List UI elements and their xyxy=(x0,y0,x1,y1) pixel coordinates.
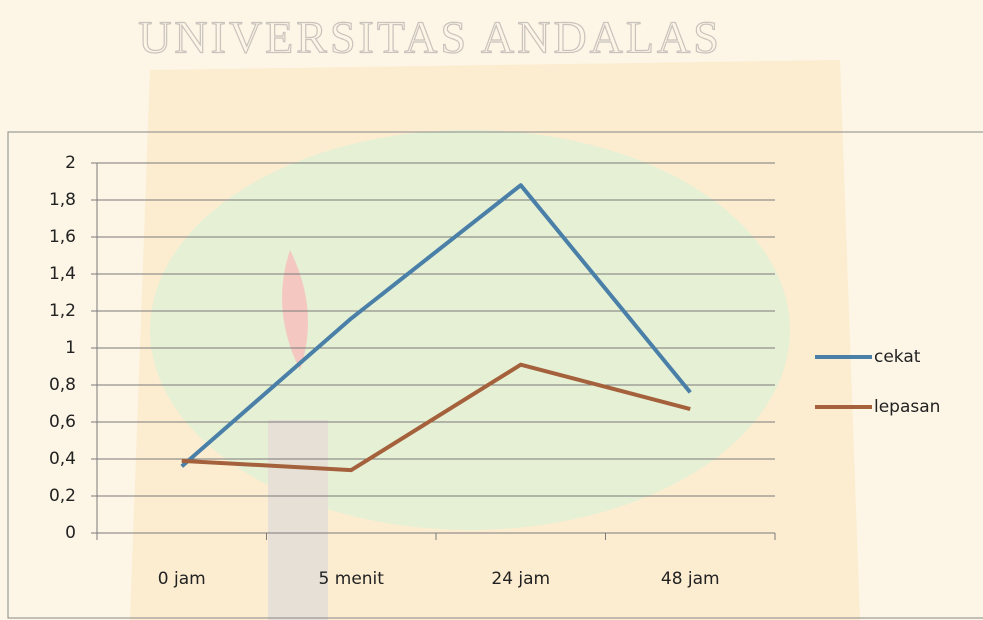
x-tick-label: 48 jam xyxy=(661,569,720,589)
y-tick-label: 1,8 xyxy=(49,190,76,210)
line-series xyxy=(181,362,691,473)
y-tick-label: 0,2 xyxy=(49,486,76,506)
y-tick-label: 0 xyxy=(65,523,76,543)
y-tick-label: 0,4 xyxy=(49,449,76,469)
y-tick-label: 1,4 xyxy=(49,264,76,284)
y-tick-label: 1,2 xyxy=(49,301,76,321)
y-tick-label: 1 xyxy=(65,338,76,358)
y-tick-label: 0,6 xyxy=(49,412,76,432)
chart-frame xyxy=(7,131,983,619)
legend-label: cekat xyxy=(874,347,921,367)
line-series xyxy=(180,183,692,468)
y-tick-label: 1,6 xyxy=(49,227,76,247)
watermark: UNIVERSITAS ANDALAS xyxy=(138,12,722,63)
y-tick-label: 2 xyxy=(65,153,76,173)
legend-label: lepasan xyxy=(874,397,940,417)
x-tick-label: 5 menit xyxy=(319,569,385,589)
x-tick-label: 0 jam xyxy=(158,569,206,589)
y-tick-label: 0,8 xyxy=(49,375,76,395)
x-tick-label: 24 jam xyxy=(491,569,550,589)
